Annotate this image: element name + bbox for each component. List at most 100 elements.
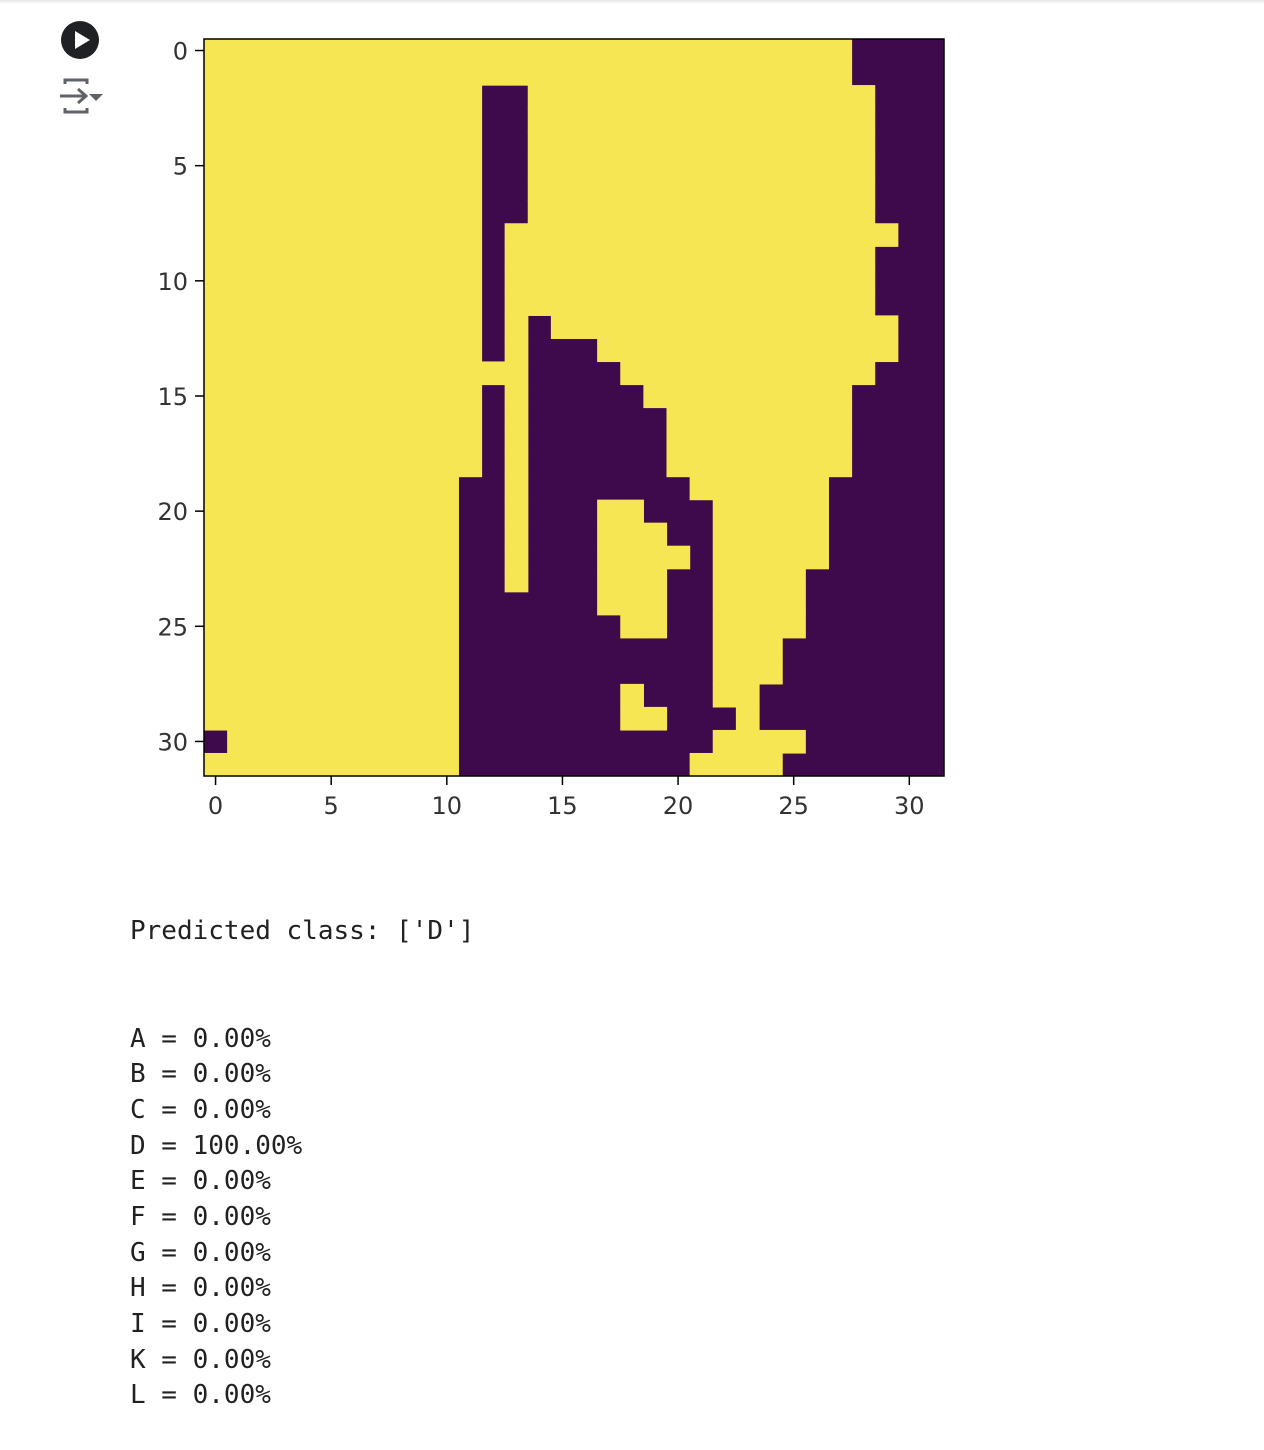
heatmap-cell [643, 62, 668, 86]
heatmap-cell [273, 108, 298, 132]
heatmap-cell [204, 660, 228, 685]
cell-gutter [0, 0, 110, 1244]
heatmap-cell [365, 62, 390, 86]
heatmap-cell [296, 430, 321, 455]
heatmap-cell [296, 407, 321, 432]
heatmap-cell [273, 131, 298, 155]
heatmap-cell [805, 269, 829, 293]
heatmap-cell [204, 108, 228, 132]
heatmap-cell [435, 729, 459, 754]
heatmap-cell [712, 269, 737, 293]
heatmap-cell [527, 223, 552, 247]
heatmap-cell [365, 660, 390, 685]
heatmap-cell [204, 154, 228, 178]
heatmap-cell [759, 660, 783, 685]
output-toggle-button[interactable] [58, 78, 104, 118]
heatmap-cell [805, 246, 829, 270]
heatmap-cell [412, 384, 436, 409]
heatmap-cell [296, 85, 321, 109]
heatmap-cell [204, 338, 228, 363]
heatmap-cell [735, 407, 760, 432]
heatmap-cell [481, 62, 506, 86]
heatmap-cell [435, 660, 459, 685]
heatmap-cell [759, 62, 783, 86]
heatmap-cell [296, 568, 321, 593]
heatmap-cell [504, 384, 529, 409]
heatmap-cell [250, 384, 274, 409]
heatmap-cell [204, 706, 228, 731]
heatmap-cell [296, 108, 321, 132]
heatmap-cell [412, 637, 436, 662]
heatmap-cell [712, 476, 737, 501]
heatmap-cell [204, 200, 228, 224]
heatmap-cell [389, 223, 413, 247]
heatmap-cell [227, 522, 251, 547]
heatmap-cell [389, 131, 413, 155]
heatmap-cell [250, 223, 274, 247]
heatmap-cell [250, 729, 274, 754]
heatmap-cell [805, 292, 829, 316]
heatmap-cell [643, 315, 668, 340]
probability-list: A = 0.00% B = 0.00% C = 0.00% D = 100.00% E … [130, 1022, 474, 1415]
heatmap-cell [273, 315, 298, 340]
heatmap-cell [643, 545, 668, 570]
heatmap-cell [620, 154, 644, 178]
heatmap-cell [805, 453, 829, 478]
heatmap-cell [504, 522, 529, 547]
heatmap-cell [273, 453, 298, 478]
heatmap-cell [666, 269, 691, 293]
heatmap-cell [365, 108, 390, 132]
heatmap-cell [666, 545, 691, 570]
x-tick-label: 0 [208, 792, 223, 820]
heatmap-cell [227, 683, 251, 708]
heatmap-cell [227, 62, 251, 86]
heatmap-cell [574, 223, 598, 247]
heatmap-cell [204, 752, 228, 777]
heatmap-cell [227, 752, 251, 777]
heatmap-cell [597, 246, 621, 270]
heatmap-cell [689, 108, 714, 132]
heatmap-cell [782, 200, 806, 224]
heatmap-cell [227, 706, 251, 731]
heatmap-cell [319, 200, 344, 224]
heatmap-cell [712, 131, 737, 155]
heatmap-cell [389, 568, 413, 593]
heatmap-cell [735, 85, 760, 109]
heatmap-cell [296, 522, 321, 547]
heatmap-cell [435, 292, 459, 316]
heatmap-cell [805, 223, 829, 247]
run-cell-button[interactable] [61, 21, 99, 59]
heatmap-cell [782, 108, 806, 132]
heatmap-cell [620, 269, 644, 293]
heatmap-cell [620, 177, 644, 201]
heatmap-cell [712, 62, 737, 86]
heatmap-cell [620, 131, 644, 155]
heatmap-cell [412, 154, 436, 178]
heatmap-cell [458, 85, 483, 109]
heatmap-cell [712, 177, 737, 201]
heatmap-cell [550, 131, 575, 155]
heatmap-cell [435, 338, 459, 363]
heatmap-cell [227, 39, 251, 63]
heatmap-cell [597, 545, 621, 570]
heatmap-cell [527, 246, 552, 270]
heatmap-cell [435, 752, 459, 777]
heatmap-cell [204, 430, 228, 455]
heatmap-cell [620, 108, 644, 132]
probability-line: C = 0.00% [130, 1094, 271, 1125]
heatmap-cell [296, 200, 321, 224]
heatmap-cell [689, 430, 714, 455]
heatmap-cell [735, 591, 760, 616]
heatmap-cell [204, 545, 228, 570]
heatmap-cell [851, 200, 876, 224]
heatmap-cell [597, 338, 621, 363]
heatmap-cell [342, 660, 367, 685]
heatmap-cell [389, 614, 413, 639]
heatmap-cell [481, 361, 506, 386]
heatmap-cell [435, 522, 459, 547]
heatmap-cell [735, 223, 760, 247]
heatmap-cell [735, 154, 760, 178]
heatmap-cell [527, 292, 552, 316]
heatmap-cell [389, 85, 413, 109]
heatmap-cell [342, 223, 367, 247]
